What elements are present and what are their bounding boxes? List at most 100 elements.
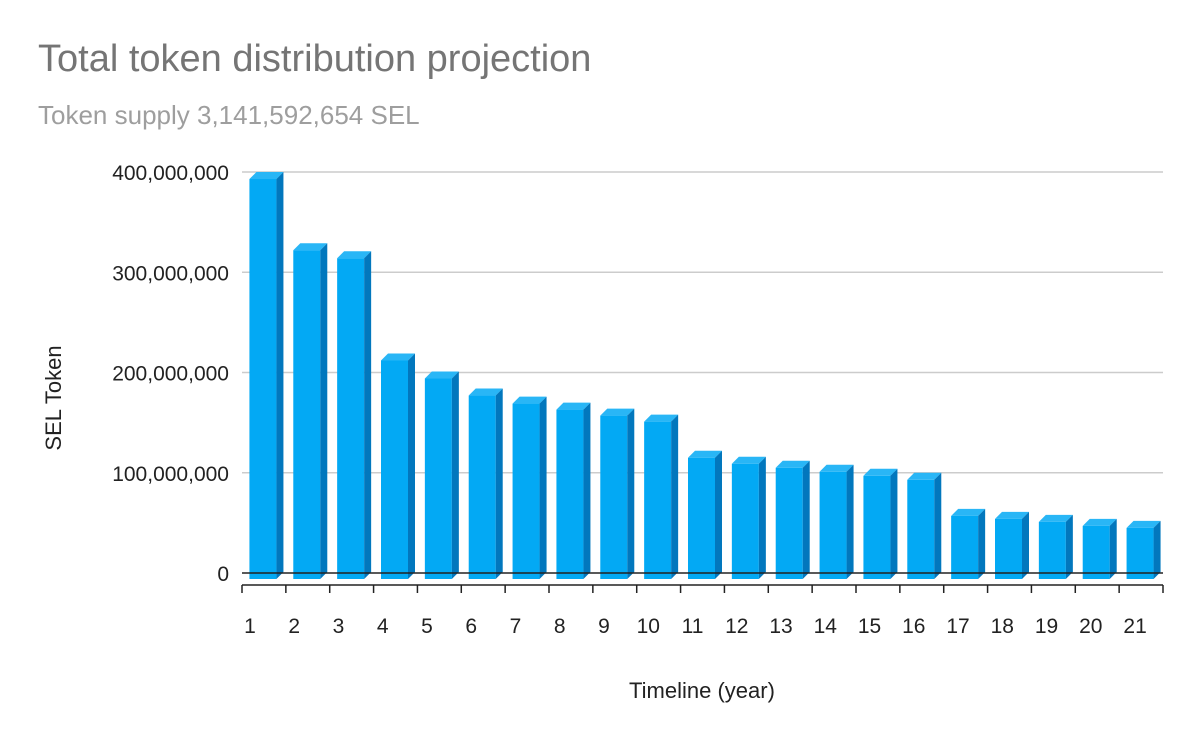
x-tick-label: 21 xyxy=(1123,615,1146,638)
x-tick-label: 19 xyxy=(1035,615,1058,638)
x-tick-label: 8 xyxy=(554,615,566,638)
x-tick-label: 16 xyxy=(902,615,925,638)
bar xyxy=(424,371,459,579)
bar-side xyxy=(1109,518,1117,579)
bar-top xyxy=(775,460,810,468)
bar-front xyxy=(688,457,715,579)
x-tick-label: 13 xyxy=(769,615,792,638)
bar-front xyxy=(863,475,891,579)
bar-front xyxy=(907,479,935,579)
bar-side xyxy=(408,353,415,579)
bar-side xyxy=(451,371,459,579)
bar xyxy=(995,511,1029,579)
x-axis xyxy=(241,572,1164,593)
y-tick-label: 100,000,000 xyxy=(112,463,229,486)
x-tick-label: 1 xyxy=(244,615,256,638)
bar xyxy=(907,472,942,579)
bar xyxy=(1126,520,1161,579)
bar-side xyxy=(890,468,898,579)
bar-top xyxy=(1038,514,1073,522)
bar xyxy=(512,396,547,579)
bar-front xyxy=(819,471,847,579)
bar-front xyxy=(995,518,1022,579)
bar-front xyxy=(775,467,803,579)
bar xyxy=(381,353,415,579)
bar-side xyxy=(1022,511,1029,579)
bar xyxy=(951,508,986,579)
bar-top xyxy=(951,508,986,516)
x-tick-label: 7 xyxy=(510,615,522,638)
bar-side xyxy=(583,402,591,579)
bar-front xyxy=(1126,527,1154,579)
x-tick-label: 12 xyxy=(725,615,748,638)
bar-front xyxy=(644,421,672,579)
y-tick-label: 0 xyxy=(217,563,229,586)
x-tick-label: 2 xyxy=(288,615,300,638)
bar-front xyxy=(249,179,277,579)
x-tick-label: 14 xyxy=(814,615,838,638)
bar-side xyxy=(495,388,503,579)
bar-top xyxy=(468,388,503,396)
bar-front xyxy=(556,409,584,579)
bar xyxy=(249,172,284,579)
bar-front xyxy=(1082,525,1110,579)
bar xyxy=(293,243,328,579)
x-tick-label: 10 xyxy=(637,615,660,638)
bar-side xyxy=(320,243,328,579)
x-tick-label: 11 xyxy=(682,615,704,638)
bar-top xyxy=(556,402,591,410)
bar-front xyxy=(1038,521,1066,579)
x-tick-label: 5 xyxy=(421,615,433,638)
bar xyxy=(819,464,854,579)
x-tick-label: 17 xyxy=(946,615,969,638)
bar-side xyxy=(1153,520,1161,579)
x-tick-label: 20 xyxy=(1079,615,1102,638)
bar-side xyxy=(758,456,766,579)
x-tick-label: 3 xyxy=(333,615,345,638)
bar-front xyxy=(512,403,540,579)
bar xyxy=(775,460,810,579)
bar-side xyxy=(539,396,547,579)
bar-front xyxy=(337,258,365,579)
bar-top xyxy=(644,414,679,422)
chart-title: Total token distribution projection xyxy=(38,38,592,80)
bar-front xyxy=(731,463,759,579)
bar xyxy=(556,402,591,579)
bar-top xyxy=(995,511,1029,519)
y-tick-label: 300,000,000 xyxy=(112,262,229,285)
bar-top xyxy=(1126,520,1161,528)
bar-side xyxy=(934,472,942,579)
bar xyxy=(731,456,766,579)
x-tick-label: 6 xyxy=(465,615,477,638)
x-axis-label: Timeline (year) xyxy=(629,678,775,703)
bar-top xyxy=(293,243,328,251)
y-axis-label: SEL Token xyxy=(41,345,66,450)
bar-front xyxy=(424,378,452,579)
bar-side xyxy=(715,450,722,579)
y-tick-label: 400,000,000 xyxy=(112,162,229,185)
y-tick-label: 200,000,000 xyxy=(112,363,229,386)
bar-top xyxy=(512,396,547,404)
bar-top xyxy=(863,468,898,476)
bar-front xyxy=(293,250,321,579)
bar-top xyxy=(600,408,635,416)
bar xyxy=(468,388,503,579)
bar-front xyxy=(600,415,628,579)
bar xyxy=(863,468,898,579)
bar-top xyxy=(907,472,942,480)
y-axis-ticks: 0 100,000,000 200,000,000 300,000,000 400,00… xyxy=(112,162,229,586)
bar-top xyxy=(249,172,284,180)
bar xyxy=(688,450,722,579)
bar-side xyxy=(1065,514,1073,579)
bar-top xyxy=(819,464,854,472)
bar xyxy=(600,408,635,579)
x-tick-label: 18 xyxy=(991,615,1014,638)
bar-side xyxy=(671,414,679,579)
bar-side xyxy=(364,251,372,579)
bar xyxy=(1082,518,1117,579)
x-tick-label: 15 xyxy=(858,615,881,638)
bar-side xyxy=(978,508,986,579)
bar-top xyxy=(337,251,372,259)
grid-lines xyxy=(242,171,1163,474)
